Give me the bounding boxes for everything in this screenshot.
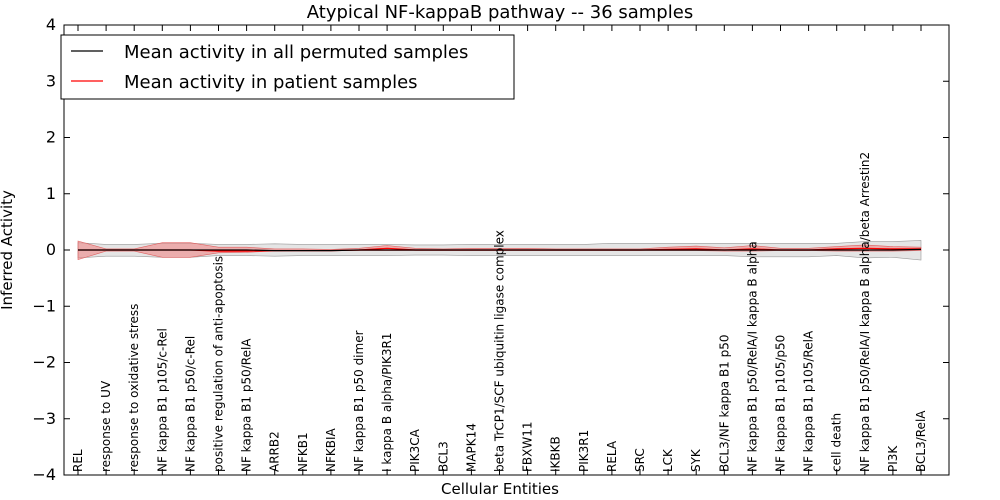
y-tick-label: 4 [46,15,56,34]
x-tick-label: FBXW11 [521,422,535,473]
y-axis-label: Inferred Activity [0,190,16,310]
x-tick-label: PIK3R1 [577,430,591,472]
x-tick-label: NF kappa B1 p50/RelA [240,338,254,472]
y-tick-label: 3 [46,71,56,90]
x-tick-label: PI3K [886,445,900,472]
y-tick-label: 0 [46,240,56,259]
x-tick-label: beta TrCP1/SCF ubiquitin ligase complex [493,230,507,472]
chart-title: Atypical NF-kappaB pathway -- 36 samples [307,2,693,23]
x-tick-label: response to oxidative stress [127,304,141,472]
x-ticks [77,25,922,475]
x-tick-label: cell death [830,413,844,472]
x-tick-label: BCL3/NF kappa B1 p50 [717,334,731,472]
x-axis-label: Cellular Entities [441,480,559,498]
line-permuted [78,248,922,252]
x-tick-label: positive regulation of anti-apoptosis [212,256,226,472]
y-tick-label: −4 [32,465,56,484]
legend-box [60,34,515,100]
y-tick-label: −3 [32,409,56,428]
x-tick-label: NF kappa B1 p105/RelA [802,330,816,472]
legend-label-permuted: Mean activity in all permuted samples [124,42,468,63]
legend-label-patient: Mean activity in patient samples [124,72,418,93]
x-tick-label: NF kappa B1 p50/c-Rel [183,336,197,472]
x-tick-label: RELA [605,440,619,472]
y-ticks: 4 3 2 1 0 −1 −2 −3 −4 [32,15,949,484]
x-tick-label: SYK [689,448,703,472]
x-tick-label: response to UV [99,380,113,472]
x-tick-label: NFKB1 [296,432,310,472]
series-lines [78,247,922,252]
y-tick-label: −2 [32,353,56,372]
y-tick-label: −1 [32,296,56,315]
x-tick-label: NF kappa B1 p50/RelA/I kappa B alpha [745,241,759,472]
legend: Mean activity in all permuted samples Me… [60,34,515,100]
x-tick-label: NFKBIA [324,427,338,472]
x-tick-label: IKBKB [549,436,563,472]
x-tick-label: I kappa B alpha/PIK3R1 [380,333,394,472]
x-tick-label: REL [71,449,85,472]
y-tick-label: 2 [46,128,56,147]
plot-frame [63,24,950,476]
x-tick-label: BCL3 [436,441,450,472]
x-tick-labels: REL response to UV response to oxidative s… [71,152,928,472]
x-tick-label: PIK3CA [408,428,422,472]
x-tick-label: MAPK14 [464,423,478,472]
y-tick-label: 1 [46,184,56,203]
x-tick-label: NF kappa B1 p50 dimer [352,330,366,472]
x-tick-label: BCL3/RelA [914,410,928,472]
x-tick-label: NF kappa B1 p105/p50 [774,335,788,472]
x-tick-label: SRC [633,448,647,472]
x-tick-label: NF kappa B1 p50/RelA/I kappa B alpha/bet… [858,152,872,472]
x-tick-label: ARRB2 [268,431,282,472]
x-tick-label: NF kappa B1 p105/c-Rel [155,328,169,472]
x-tick-label: LCK [661,448,675,472]
